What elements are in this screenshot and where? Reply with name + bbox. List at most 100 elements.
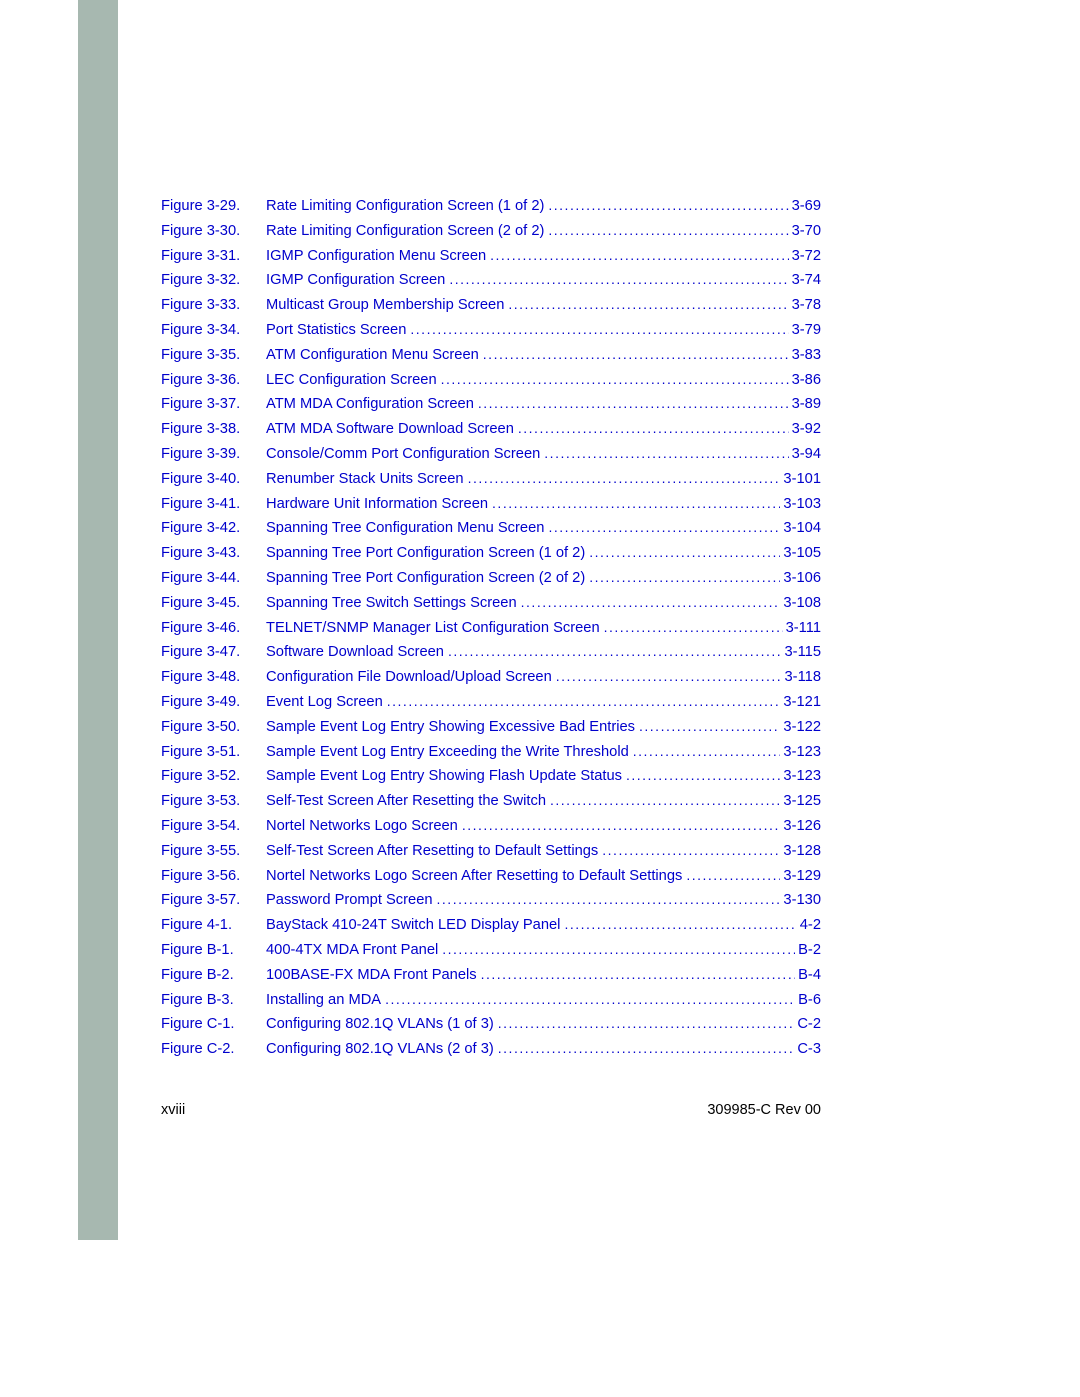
- toc-entry[interactable]: Figure 3-42.Spanning Tree Configuration …: [161, 519, 821, 544]
- figure-title: Spanning Tree Switch Settings Screen: [266, 595, 521, 611]
- toc-entry[interactable]: Figure 3-35.ATM Configuration Menu Scree…: [161, 346, 821, 371]
- figure-title: Event Log Screen: [266, 694, 387, 710]
- figure-label: Figure 3-57.: [161, 892, 266, 908]
- page-ref: 3-123: [780, 768, 821, 784]
- leader-dots: [521, 594, 781, 610]
- toc-entry[interactable]: Figure 3-46.TELNET/SNMP Manager List Con…: [161, 619, 821, 644]
- toc-entry[interactable]: Figure 3-48.Configuration File Download/…: [161, 668, 821, 693]
- leader-dots: [462, 817, 781, 833]
- page-ref: 3-69: [789, 198, 821, 214]
- toc-entry[interactable]: Figure 3-37.ATM MDA Configuration Screen…: [161, 395, 821, 420]
- toc-entry[interactable]: Figure 3-44.Spanning Tree Port Configura…: [161, 569, 821, 594]
- toc-entry[interactable]: Figure 3-33.Multicast Group Membership S…: [161, 296, 821, 321]
- leader-dots: [548, 197, 788, 213]
- leader-dots: [548, 519, 780, 535]
- toc-entry[interactable]: Figure C-2.Configuring 802.1Q VLANs (2 o…: [161, 1040, 821, 1065]
- figure-label: Figure 3-43.: [161, 545, 266, 561]
- figure-label: Figure 3-36.: [161, 372, 266, 388]
- leader-dots: [544, 445, 788, 461]
- toc-entry[interactable]: Figure 3-32.IGMP Configuration Screen3-7…: [161, 271, 821, 296]
- leader-dots: [387, 693, 781, 709]
- figure-title: Renumber Stack Units Screen: [266, 471, 468, 487]
- toc-entry[interactable]: Figure 3-51.Sample Event Log Entry Excee…: [161, 743, 821, 768]
- figure-label: Figure 3-48.: [161, 669, 266, 685]
- figure-label: Figure 3-37.: [161, 396, 266, 412]
- toc-entry[interactable]: Figure 4-1.BayStack 410-24T Switch LED D…: [161, 916, 821, 941]
- toc-entry[interactable]: Figure 3-43.Spanning Tree Port Configura…: [161, 544, 821, 569]
- page-ref: 3-86: [789, 372, 821, 388]
- toc-entry[interactable]: Figure C-1.Configuring 802.1Q VLANs (1 o…: [161, 1015, 821, 1040]
- toc-entry[interactable]: Figure 3-50.Sample Event Log Entry Showi…: [161, 718, 821, 743]
- toc-entry[interactable]: Figure 3-41.Hardware Unit Information Sc…: [161, 495, 821, 520]
- toc-entry[interactable]: Figure 3-31.IGMP Configuration Menu Scre…: [161, 247, 821, 272]
- toc-entry[interactable]: Figure 3-56.Nortel Networks Logo Screen …: [161, 867, 821, 892]
- toc-entry[interactable]: Figure 3-38.ATM MDA Software Download Sc…: [161, 420, 821, 445]
- figure-title: ATM MDA Configuration Screen: [266, 396, 478, 412]
- figure-label: Figure 3-50.: [161, 719, 266, 735]
- page-ref: 3-108: [780, 595, 821, 611]
- figure-label: Figure 3-41.: [161, 496, 266, 512]
- toc-entry[interactable]: Figure B-2.100BASE-FX MDA Front Panels B…: [161, 966, 821, 991]
- page-ref: 3-78: [789, 297, 821, 313]
- toc-entry[interactable]: Figure 3-55.Self-Test Screen After Reset…: [161, 842, 821, 867]
- toc-entry[interactable]: Figure 3-47.Software Download Screen3-11…: [161, 643, 821, 668]
- toc-entry[interactable]: Figure 3-36.LEC Configuration Screen3-86: [161, 371, 821, 396]
- figure-label: Figure 3-49.: [161, 694, 266, 710]
- leader-dots: [410, 321, 788, 337]
- figure-label: Figure 3-29.: [161, 198, 266, 214]
- leader-dots: [639, 718, 780, 734]
- figure-label: Figure 3-33.: [161, 297, 266, 313]
- figure-label: Figure 3-32.: [161, 272, 266, 288]
- leader-dots: [490, 247, 788, 263]
- page-ref: B-2: [795, 942, 821, 958]
- figure-label: Figure 3-56.: [161, 868, 266, 884]
- figure-label: Figure 3-45.: [161, 595, 266, 611]
- leader-dots: [498, 1040, 795, 1056]
- toc-entry[interactable]: Figure 3-57.Password Prompt Screen3-130: [161, 891, 821, 916]
- page-ref: 3-128: [780, 843, 821, 859]
- figure-title: Sample Event Log Entry Showing Excessive…: [266, 719, 639, 735]
- figure-title: Nortel Networks Logo Screen After Resett…: [266, 868, 686, 884]
- figure-title: Configuring 802.1Q VLANs (2 of 3): [266, 1041, 498, 1057]
- leader-dots: [437, 891, 781, 907]
- leader-dots: [633, 743, 781, 759]
- figure-label: Figure 3-42.: [161, 520, 266, 536]
- figure-title: Sample Event Log Entry Exceeding the Wri…: [266, 744, 633, 760]
- leader-dots: [626, 767, 780, 783]
- toc-entry[interactable]: Figure 3-53.Self-Test Screen After Reset…: [161, 792, 821, 817]
- page-footer: xviii 309985-C Rev 00: [161, 1102, 821, 1118]
- leader-dots: [556, 668, 782, 684]
- leader-dots: [492, 495, 780, 511]
- figure-title: IGMP Configuration Screen: [266, 272, 449, 288]
- toc-entry[interactable]: Figure 3-29.Rate Limiting Configuration …: [161, 197, 821, 222]
- leader-dots: [508, 296, 788, 312]
- figure-label: Figure 3-39.: [161, 446, 266, 462]
- leader-dots: [442, 941, 795, 957]
- toc-entry[interactable]: Figure 3-30.Rate Limiting Configuration …: [161, 222, 821, 247]
- leader-dots: [441, 371, 789, 387]
- toc-entry[interactable]: Figure 3-52.Sample Event Log Entry Showi…: [161, 767, 821, 792]
- toc-entry[interactable]: Figure 3-40.Renumber Stack Units Screen3…: [161, 470, 821, 495]
- page-number: xviii: [161, 1102, 185, 1118]
- toc-entry[interactable]: Figure B-3.Installing an MDA B-6: [161, 991, 821, 1016]
- toc-entry[interactable]: Figure 3-49.Event Log Screen 3-121: [161, 693, 821, 718]
- toc-entry[interactable]: Figure 3-39.Console/Comm Port Configurat…: [161, 445, 821, 470]
- figure-label: Figure 3-44.: [161, 570, 266, 586]
- page-ref: 3-92: [789, 421, 821, 437]
- figure-title: Port Statistics Screen: [266, 322, 410, 338]
- toc-entry[interactable]: Figure 3-45.Spanning Tree Switch Setting…: [161, 594, 821, 619]
- figure-label: Figure B-2.: [161, 967, 266, 983]
- page-ref: 3-83: [789, 347, 821, 363]
- figure-label: Figure 3-34.: [161, 322, 266, 338]
- page-ref: 3-118: [782, 669, 821, 685]
- toc-entry[interactable]: Figure 3-34.Port Statistics Screen3-79: [161, 321, 821, 346]
- figure-title: ATM Configuration Menu Screen: [266, 347, 483, 363]
- figure-label: Figure 3-30.: [161, 223, 266, 239]
- page-ref: 3-121: [780, 694, 821, 710]
- figure-title: Software Download Screen: [266, 644, 448, 660]
- figure-title: Multicast Group Membership Screen: [266, 297, 508, 313]
- page-ref: 3-115: [782, 644, 821, 660]
- figure-label: Figure 3-35.: [161, 347, 266, 363]
- toc-entry[interactable]: Figure B-1.400-4TX MDA Front Panel B-2: [161, 941, 821, 966]
- toc-entry[interactable]: Figure 3-54.Nortel Networks Logo Screen3…: [161, 817, 821, 842]
